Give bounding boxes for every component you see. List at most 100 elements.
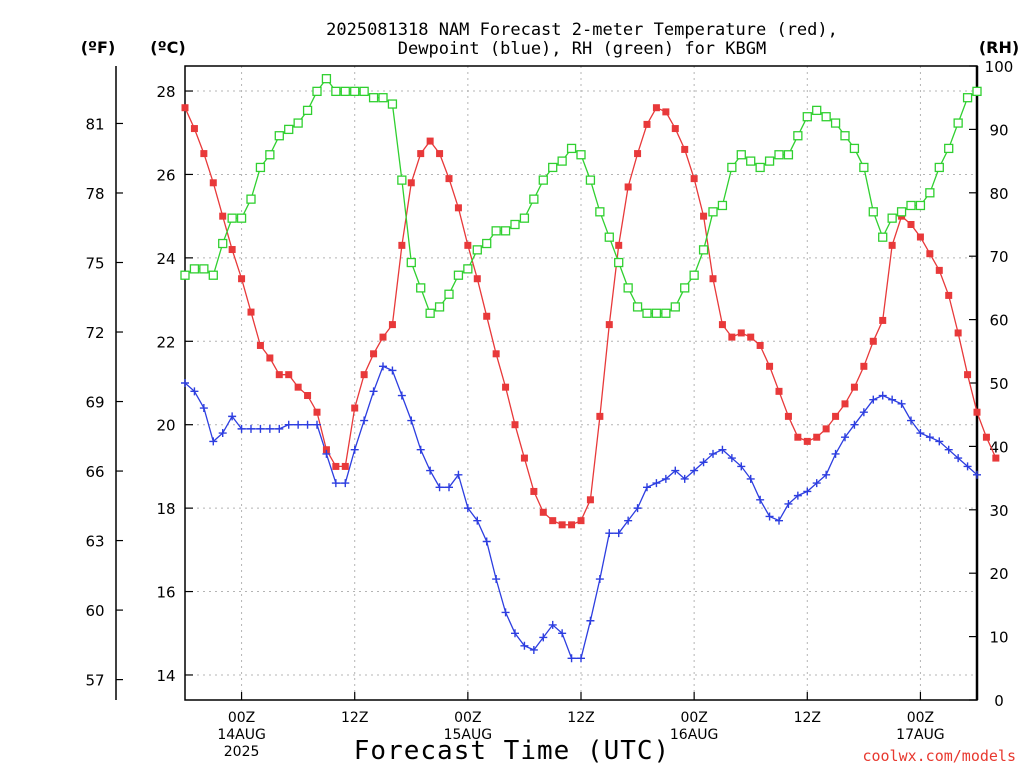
temperature-point [766, 362, 774, 370]
temperature-point [624, 183, 632, 191]
rh-point [378, 93, 388, 103]
dewpoint-point [746, 474, 755, 483]
rh-point [887, 213, 897, 223]
dewpoint-point [190, 387, 199, 396]
dewpoint-point [218, 429, 227, 438]
x-tick-label: 15AUG [444, 727, 493, 743]
dewpoint-point [822, 470, 831, 479]
celsius-tick-label: 18 [156, 500, 175, 518]
celsius-tick-label: 28 [156, 83, 175, 101]
rh-point [764, 156, 775, 166]
rh-tick-label: 100 [985, 58, 1014, 76]
temperature-point [388, 321, 396, 329]
rh-point [472, 245, 482, 255]
fahrenheit-tick-label: 72 [85, 324, 104, 342]
fahrenheit-tick-label: 78 [85, 185, 104, 203]
dewpoint-point [388, 366, 397, 375]
rh-point [868, 207, 878, 217]
dewpoint-point [369, 387, 378, 396]
dewpoint-point [793, 491, 802, 500]
rh-point [783, 150, 794, 160]
dewpoint-point [577, 654, 585, 663]
rh-point [189, 264, 200, 274]
dewpoint-point [435, 483, 444, 492]
x-tick-label: 00Z [907, 710, 934, 726]
x-tick-label: 12Z [567, 710, 594, 726]
temperature-point [454, 204, 462, 212]
rh-point [632, 302, 643, 312]
fahrenheit-tick-label: 69 [85, 394, 104, 412]
temperature-line [184, 106, 997, 526]
fahrenheit-unit-label: (ºF) [81, 38, 116, 57]
dewpoint-point [888, 395, 897, 404]
dewpoint-point [916, 429, 925, 438]
rh-tick-label: 60 [989, 312, 1008, 330]
rh-point [915, 200, 926, 211]
rh-unit-label: (RH) [979, 38, 1019, 57]
temperature-point [850, 383, 858, 391]
temperature-point [832, 412, 840, 420]
dewpoint-point [520, 641, 529, 650]
temperature-point [294, 383, 302, 391]
dewpoint-point [247, 424, 255, 433]
rh-point [500, 226, 511, 236]
rh-point [623, 283, 633, 293]
rh-point [896, 207, 907, 217]
rh-point [812, 105, 822, 116]
dewpoint-point [935, 437, 944, 446]
temperature-point [181, 104, 189, 112]
temperature-point [605, 321, 613, 329]
dewpoint-point [963, 462, 972, 471]
fahrenheit-tick-label: 63 [85, 533, 104, 551]
rh-point [368, 93, 379, 103]
rh-point [651, 308, 662, 318]
rh-point [453, 270, 464, 280]
temperature-point [275, 371, 283, 379]
dewpoint-point [379, 362, 387, 371]
temperature-point [709, 275, 717, 283]
rh-tick-label: 80 [989, 185, 1008, 203]
dewpoint-point [699, 458, 708, 467]
dewpoint-point [671, 466, 680, 475]
rh-tick-label: 10 [989, 629, 1008, 647]
rh-point [576, 150, 586, 160]
temperature-point [219, 212, 227, 220]
temperature-point [681, 145, 689, 153]
rh-point [972, 86, 982, 97]
dewpoint-point [256, 424, 265, 433]
rh-point [859, 162, 869, 173]
temperature-point [313, 408, 321, 416]
gridlines [185, 66, 977, 700]
temperature-point [190, 125, 198, 133]
rh-point [840, 131, 850, 141]
dewpoint-point [859, 408, 868, 417]
rh-point [642, 308, 652, 318]
rh-point [359, 86, 369, 97]
temperature-point [652, 104, 660, 112]
dewpoint-point [303, 420, 312, 429]
temperature-point [586, 496, 594, 504]
dewpoint-point [605, 529, 614, 538]
dewpoint-point [407, 416, 416, 425]
rh-point [548, 162, 558, 173]
dewpoint-point [652, 479, 661, 488]
temperature-point [304, 392, 312, 400]
temperature-point [926, 250, 934, 258]
rh-point [255, 162, 266, 173]
series-lines [184, 77, 997, 659]
rh-point [793, 131, 803, 141]
temperature-point [784, 412, 792, 420]
rh-point [944, 143, 954, 154]
rh-point [416, 283, 426, 293]
chart-title-line-1: 2025081318 NAM Forecast 2-meter Temperat… [326, 20, 838, 40]
rh-point [585, 175, 596, 185]
dewpoint-point [727, 454, 736, 463]
temperature-point [436, 150, 444, 158]
temperature-point [332, 462, 340, 470]
dewpoint-point [228, 412, 237, 421]
dewpoint-point [661, 474, 670, 483]
temperature-point [398, 241, 406, 249]
dewpoint-point [275, 424, 284, 433]
dewpoint-point [633, 504, 642, 513]
temperature-point [964, 371, 972, 379]
